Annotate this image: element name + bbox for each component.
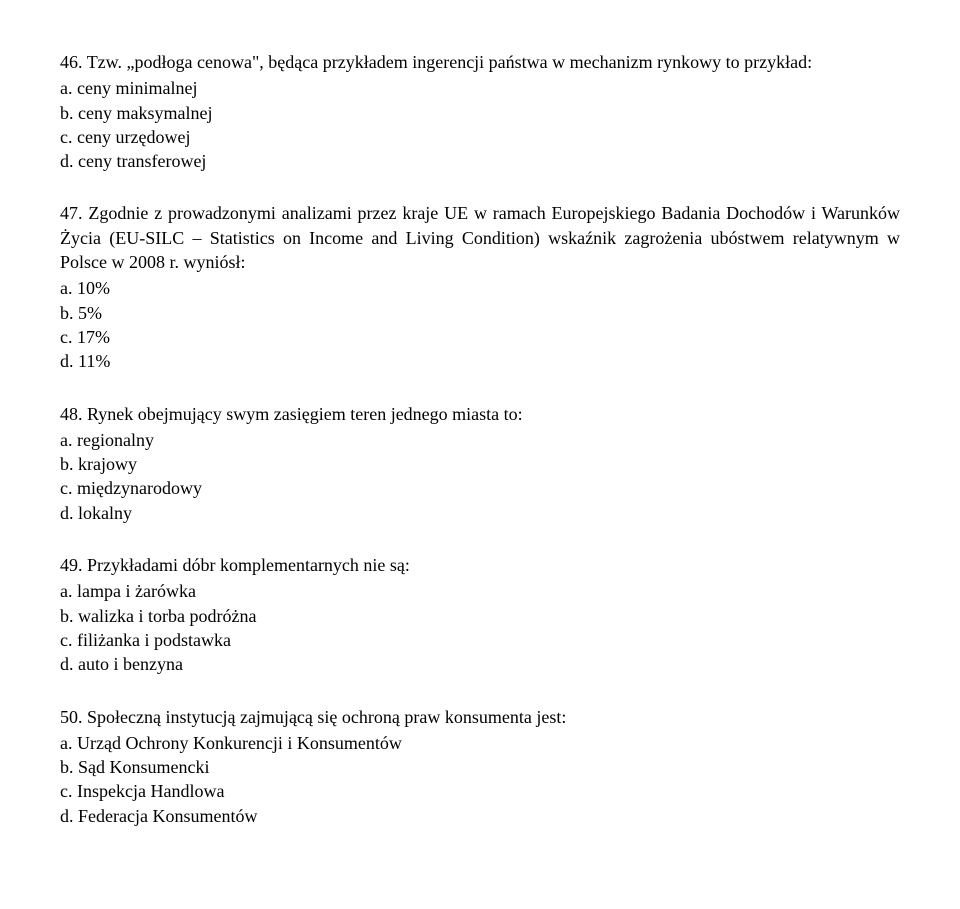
options-list: a. Urząd Ochrony Konkurencji i Konsument… bbox=[60, 731, 900, 828]
option: c. filiżanka i podstawka bbox=[60, 628, 900, 652]
option: b. ceny maksymalnej bbox=[60, 101, 900, 125]
question-text: 48. Rynek obejmujący swym zasięgiem tere… bbox=[60, 402, 900, 426]
option-letter: b. bbox=[60, 303, 74, 323]
option-text: 10% bbox=[77, 278, 110, 298]
option-letter: d. bbox=[60, 351, 74, 371]
option: a. 10% bbox=[60, 276, 900, 300]
options-list: a. lampa i żarówkab. walizka i torba pod… bbox=[60, 579, 900, 676]
option: d. auto i benzyna bbox=[60, 652, 900, 676]
option-letter: a. bbox=[60, 733, 73, 753]
option-text: Inspekcja Handlowa bbox=[77, 781, 224, 801]
options-list: a. regionalnyb. krajowyc. międzynarodowy… bbox=[60, 428, 900, 525]
option-letter: b. bbox=[60, 606, 74, 626]
option-text: 17% bbox=[77, 327, 110, 347]
option-letter: d. bbox=[60, 503, 74, 523]
option-letter: a. bbox=[60, 78, 73, 98]
option-text: ceny transferowej bbox=[78, 151, 206, 171]
question-text: 49. Przykładami dóbr komplementarnych ni… bbox=[60, 553, 900, 577]
option-text: walizka i torba podróżna bbox=[78, 606, 256, 626]
option-text: Urząd Ochrony Konkurencji i Konsumentów bbox=[77, 733, 402, 753]
option-letter: d. bbox=[60, 654, 74, 674]
option-letter: b. bbox=[60, 757, 74, 777]
question-number: 47. bbox=[60, 203, 83, 223]
option: a. Urząd Ochrony Konkurencji i Konsument… bbox=[60, 731, 900, 755]
option-text: lampa i żarówka bbox=[77, 581, 196, 601]
option-letter: c. bbox=[60, 327, 73, 347]
option-text: ceny minimalnej bbox=[77, 78, 197, 98]
question-body: Rynek obejmujący swym zasięgiem teren je… bbox=[87, 404, 523, 424]
option-text: Federacja Konsumentów bbox=[78, 806, 257, 826]
option-text: 5% bbox=[78, 303, 102, 323]
option: d. 11% bbox=[60, 349, 900, 373]
option-letter: a. bbox=[60, 430, 73, 450]
option: b. walizka i torba podróżna bbox=[60, 604, 900, 628]
option: c. międzynarodowy bbox=[60, 476, 900, 500]
option-letter: b. bbox=[60, 103, 74, 123]
question-body: Tzw. „podłoga cenowa", będąca przykładem… bbox=[87, 52, 812, 72]
question-body: Zgodnie z prowadzonymi analizami przez k… bbox=[60, 203, 900, 272]
option: b. Sąd Konsumencki bbox=[60, 755, 900, 779]
question-number: 48. bbox=[60, 404, 83, 424]
option-text: międzynarodowy bbox=[77, 478, 202, 498]
question-block: 46. Tzw. „podłoga cenowa", będąca przykł… bbox=[60, 50, 900, 173]
question-body: Przykładami dóbr komplementarnych nie są… bbox=[87, 555, 410, 575]
option-text: filiżanka i podstawka bbox=[77, 630, 231, 650]
option-letter: c. bbox=[60, 127, 73, 147]
question-text: 47. Zgodnie z prowadzonymi analizami prz… bbox=[60, 201, 900, 274]
option: c. 17% bbox=[60, 325, 900, 349]
option-letter: d. bbox=[60, 151, 74, 171]
option-letter: c. bbox=[60, 630, 73, 650]
option-text: lokalny bbox=[78, 503, 132, 523]
question-number: 50. bbox=[60, 707, 83, 727]
option: b. 5% bbox=[60, 301, 900, 325]
option: d. lokalny bbox=[60, 501, 900, 525]
option-letter: a. bbox=[60, 278, 73, 298]
option-text: regionalny bbox=[77, 430, 154, 450]
question-block: 49. Przykładami dóbr komplementarnych ni… bbox=[60, 553, 900, 676]
question-block: 48. Rynek obejmujący swym zasięgiem tere… bbox=[60, 402, 900, 525]
option-text: ceny maksymalnej bbox=[78, 103, 212, 123]
option: a. lampa i żarówka bbox=[60, 579, 900, 603]
option-text: ceny urzędowej bbox=[77, 127, 190, 147]
option: a. regionalny bbox=[60, 428, 900, 452]
question-block: 50. Społeczną instytucją zajmującą się o… bbox=[60, 705, 900, 828]
question-body: Społeczną instytucją zajmującą się ochro… bbox=[87, 707, 566, 727]
option-text: 11% bbox=[78, 351, 110, 371]
option: d. ceny transferowej bbox=[60, 149, 900, 173]
option: d. Federacja Konsumentów bbox=[60, 804, 900, 828]
option: a. ceny minimalnej bbox=[60, 76, 900, 100]
option-text: auto i benzyna bbox=[78, 654, 183, 674]
options-list: a. 10%b. 5%c. 17%d. 11% bbox=[60, 276, 900, 373]
option: b. krajowy bbox=[60, 452, 900, 476]
question-list: 46. Tzw. „podłoga cenowa", będąca przykł… bbox=[60, 50, 900, 828]
option-letter: c. bbox=[60, 478, 73, 498]
option: c. Inspekcja Handlowa bbox=[60, 779, 900, 803]
option-letter: b. bbox=[60, 454, 74, 474]
question-number: 46. bbox=[60, 52, 83, 72]
options-list: a. ceny minimalnejb. ceny maksymalnejc. … bbox=[60, 76, 900, 173]
question-number: 49. bbox=[60, 555, 83, 575]
option-letter: c. bbox=[60, 781, 73, 801]
question-text: 46. Tzw. „podłoga cenowa", będąca przykł… bbox=[60, 50, 900, 74]
question-text: 50. Społeczną instytucją zajmującą się o… bbox=[60, 705, 900, 729]
question-block: 47. Zgodnie z prowadzonymi analizami prz… bbox=[60, 201, 900, 373]
option-text: krajowy bbox=[78, 454, 137, 474]
option: c. ceny urzędowej bbox=[60, 125, 900, 149]
option-text: Sąd Konsumencki bbox=[78, 757, 209, 777]
option-letter: d. bbox=[60, 806, 74, 826]
option-letter: a. bbox=[60, 581, 73, 601]
